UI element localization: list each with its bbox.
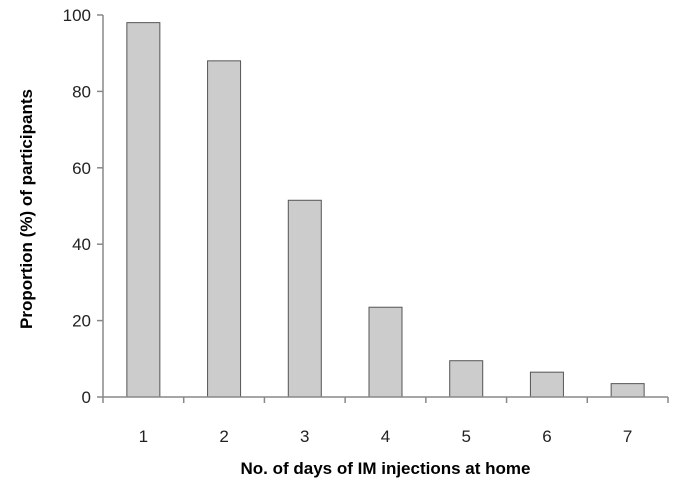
y-tick-label: 0	[82, 388, 91, 407]
x-tick-label: 7	[623, 427, 632, 446]
bar	[287, 199, 322, 398]
y-tick-label: 60	[72, 159, 91, 178]
y-tick-label: 20	[72, 312, 91, 331]
bar	[126, 22, 161, 398]
x-tick-label: 2	[219, 427, 228, 446]
x-axis-ticks: 1 2 3 4 5 6 7	[102, 397, 669, 446]
x-tick-label: 5	[461, 427, 470, 446]
bar	[610, 383, 645, 398]
bar	[207, 60, 242, 398]
bar	[449, 360, 484, 398]
bar	[529, 371, 564, 398]
bar	[368, 306, 403, 398]
y-axis-ticks: 0 20 40 60 80 100	[63, 6, 103, 407]
bar-series	[126, 22, 645, 398]
x-axis-title: No. of days of IM injections at home	[241, 459, 531, 478]
x-tick-label: 3	[300, 427, 309, 446]
y-tick-label: 100	[63, 6, 91, 25]
y-tick-label: 80	[72, 82, 91, 101]
x-tick-label: 4	[381, 427, 390, 446]
y-tick-label: 40	[72, 235, 91, 254]
x-tick-label: 6	[542, 427, 551, 446]
x-tick-label: 1	[139, 427, 148, 446]
y-axis-title: Proportion (%) of participants	[17, 89, 36, 329]
